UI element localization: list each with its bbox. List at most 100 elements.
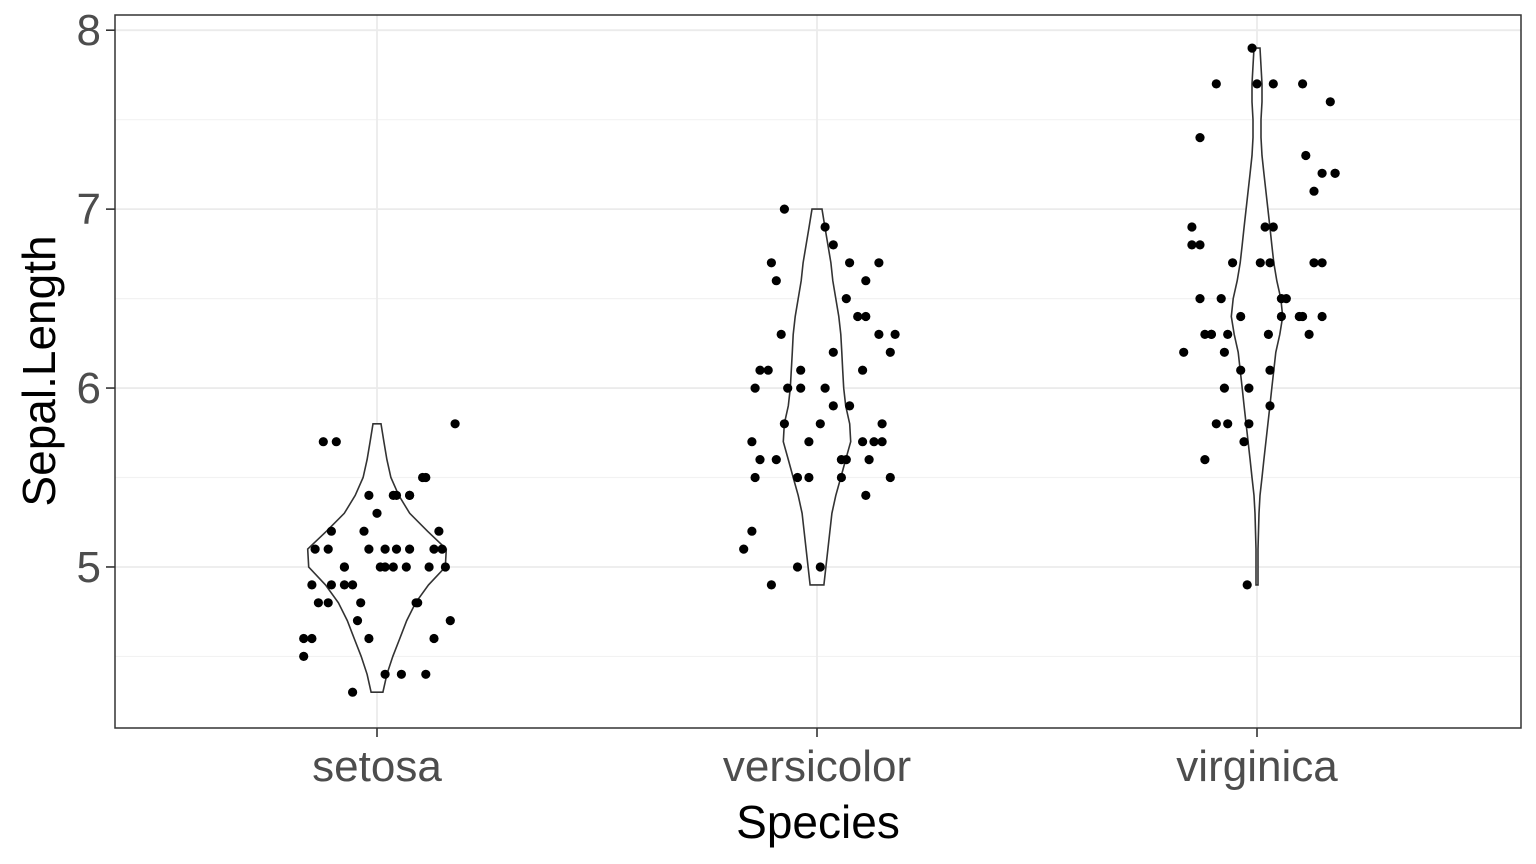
- data-point: [429, 633, 439, 644]
- data-point: [421, 472, 431, 483]
- data-point: [307, 633, 317, 644]
- data-point: [841, 294, 851, 304]
- data-point: [413, 598, 423, 608]
- x-tick-label: versicolor: [723, 742, 911, 791]
- data-point: [331, 437, 341, 447]
- data-point: [326, 526, 336, 536]
- data-point: [779, 419, 790, 429]
- data-point: [440, 562, 450, 572]
- data-point: [841, 455, 851, 465]
- y-tick-label: 6: [77, 364, 101, 413]
- data-point: [820, 383, 830, 393]
- data-point: [388, 562, 398, 572]
- data-point: [372, 508, 382, 518]
- data-point: [836, 472, 847, 483]
- data-point: [1265, 401, 1275, 411]
- data-point: [1309, 258, 1319, 268]
- data-point: [323, 544, 333, 554]
- data-point: [779, 204, 790, 214]
- data-point: [792, 472, 803, 483]
- data-point: [1265, 258, 1275, 268]
- data-point: [1219, 383, 1229, 393]
- data-point: [1276, 311, 1286, 322]
- data-point: [313, 598, 323, 608]
- x-tick-label: virginica: [1176, 742, 1338, 791]
- data-point: [1219, 347, 1229, 357]
- data-point: [820, 222, 830, 232]
- data-point: [861, 490, 871, 500]
- data-point: [1187, 222, 1197, 232]
- data-point: [861, 311, 871, 322]
- data-point: [1276, 294, 1286, 304]
- y-axis-ticks: 5 6 7 8: [77, 6, 115, 592]
- data-point: [401, 562, 411, 572]
- data-point: [885, 347, 895, 357]
- data-point: [1317, 258, 1327, 268]
- data-point: [1223, 329, 1233, 339]
- data-point: [1298, 311, 1308, 322]
- data-point: [1236, 365, 1246, 375]
- data-point: [380, 669, 390, 679]
- data-point: [1236, 311, 1246, 322]
- data-point: [437, 544, 447, 554]
- data-point: [877, 419, 887, 429]
- data-point: [323, 598, 333, 608]
- data-point: [1195, 294, 1205, 304]
- data-point: [380, 544, 390, 554]
- data-points: [299, 43, 1340, 697]
- data-point: [364, 490, 374, 500]
- data-point: [1242, 580, 1252, 590]
- data-point: [339, 580, 349, 590]
- data-point: [352, 616, 363, 626]
- data-point: [1223, 419, 1233, 429]
- data-point: [861, 276, 871, 286]
- data-point: [339, 562, 349, 572]
- data-point: [1255, 258, 1265, 268]
- data-point: [1211, 419, 1221, 429]
- data-point: [424, 562, 434, 572]
- data-point: [310, 544, 320, 554]
- data-point: [776, 329, 786, 339]
- data-point: [1265, 365, 1275, 375]
- data-point: [1187, 240, 1197, 250]
- data-point: [1298, 79, 1308, 89]
- data-point: [405, 544, 415, 554]
- x-axis-title: Species: [736, 796, 900, 848]
- data-point: [364, 633, 374, 644]
- data-point: [755, 365, 765, 375]
- data-point: [763, 365, 773, 375]
- data-point: [874, 258, 884, 268]
- data-point: [771, 455, 781, 465]
- data-point: [405, 490, 415, 500]
- data-point: [1309, 186, 1319, 196]
- data-point: [1195, 133, 1205, 143]
- data-point: [1200, 329, 1210, 339]
- data-point: [1317, 168, 1327, 178]
- data-point: [1268, 79, 1278, 89]
- data-point: [396, 669, 406, 679]
- data-point: [890, 329, 900, 339]
- data-point: [766, 258, 777, 268]
- violin-setosa: [306, 423, 448, 693]
- data-point: [828, 401, 838, 411]
- data-point: [858, 365, 868, 375]
- data-point: [828, 347, 838, 357]
- data-point: [747, 526, 757, 536]
- data-point: [450, 419, 460, 429]
- data-point: [869, 437, 879, 447]
- data-point: [804, 472, 814, 483]
- data-point: [755, 455, 765, 465]
- data-point: [318, 437, 328, 447]
- data-point: [877, 437, 887, 447]
- data-point: [1325, 97, 1335, 107]
- data-point: [356, 598, 366, 608]
- data-point: [364, 544, 374, 554]
- data-point: [739, 544, 749, 554]
- data-point: [1244, 383, 1254, 393]
- data-point: [864, 455, 874, 465]
- y-tick-label: 5: [77, 543, 101, 592]
- data-point: [1206, 329, 1216, 339]
- data-point: [845, 401, 855, 411]
- data-point: [885, 472, 895, 483]
